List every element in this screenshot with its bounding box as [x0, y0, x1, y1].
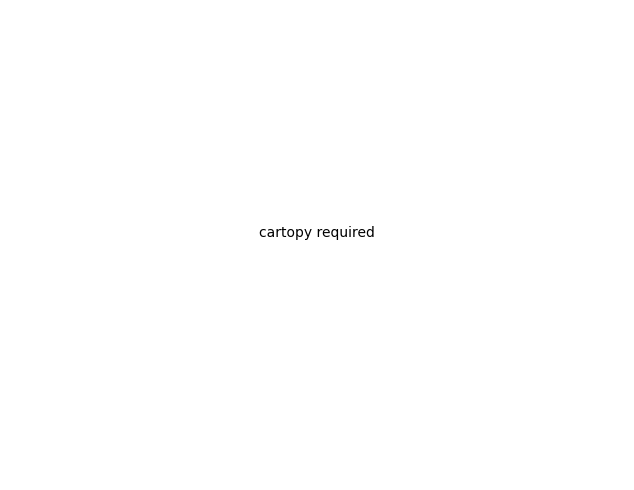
- Text: cartopy required: cartopy required: [259, 226, 375, 240]
